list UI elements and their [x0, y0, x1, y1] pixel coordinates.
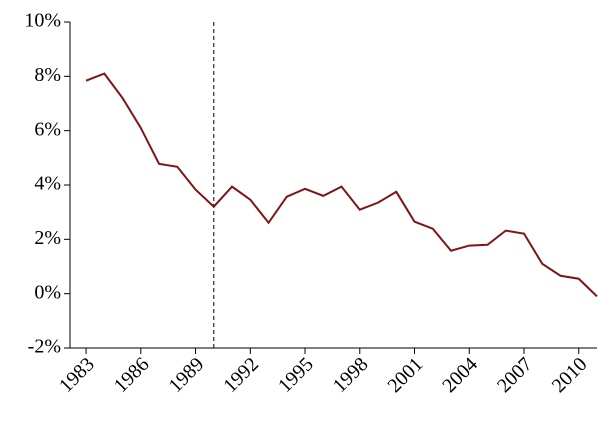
- x-tick-label: 1986: [110, 353, 154, 397]
- y-tick-label: 10%: [24, 10, 61, 32]
- y-tick-label: 8%: [34, 64, 61, 86]
- y-tick-label: 0%: [34, 281, 61, 303]
- x-tick-label: 1989: [164, 353, 208, 397]
- x-tick-label: 1983: [55, 353, 99, 397]
- x-tick-label: 1995: [274, 353, 318, 397]
- x-tick-label: 2010: [548, 353, 592, 397]
- y-tick-label: 6%: [34, 118, 61, 140]
- y-tick-label: 4%: [34, 173, 61, 195]
- x-tick-label: 2004: [438, 353, 482, 397]
- data-line: [85, 72, 598, 298]
- y-tick-label: -2%: [28, 336, 61, 358]
- x-tick-label: 2007: [493, 353, 537, 397]
- y-tick-label: 2%: [34, 227, 61, 249]
- x-tick-label: 2001: [383, 353, 427, 397]
- x-tick-label: 1998: [329, 353, 373, 397]
- x-tick-label: 1992: [219, 353, 263, 397]
